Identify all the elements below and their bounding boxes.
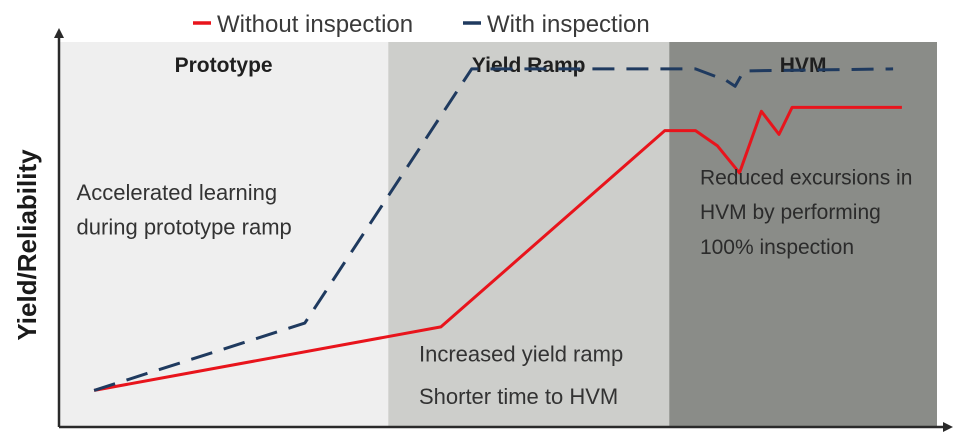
- annotation-text: during prototype ramp: [77, 215, 292, 240]
- annotation-text: HVM by performing: [700, 201, 881, 224]
- series-line-without-inspection: [93, 105, 902, 392]
- phase-label-yield-ramp: Yield Ramp: [472, 54, 586, 77]
- legend: Without inspection With inspection: [193, 11, 650, 38]
- annotation-text: Shorter time to HVM: [419, 384, 618, 409]
- series-line-with-inspection: [93, 67, 894, 392]
- legend-label-with-inspection: With inspection: [487, 11, 650, 38]
- phase-band-prototype: [59, 42, 389, 427]
- legend-label-without-inspection: Without inspection: [217, 11, 413, 38]
- phase-label-prototype: Prototype: [175, 54, 273, 77]
- annotation-text: Reduced excursions in: [700, 166, 912, 189]
- annotation-text: Increased yield ramp: [419, 342, 623, 367]
- annotation-text: 100% inspection: [700, 236, 854, 259]
- annotation-text: Accelerated learning: [77, 180, 278, 205]
- phase-band-hvm: [669, 42, 937, 427]
- phase-backgrounds: [59, 42, 937, 427]
- phase-label-hvm: HVM: [780, 54, 827, 77]
- y-axis-label: Yield/Reliability: [12, 149, 42, 341]
- phase-band-yield-ramp: [388, 42, 670, 427]
- series-lines: [93, 67, 902, 392]
- annotations: Accelerated learning during prototype ram…: [77, 166, 913, 408]
